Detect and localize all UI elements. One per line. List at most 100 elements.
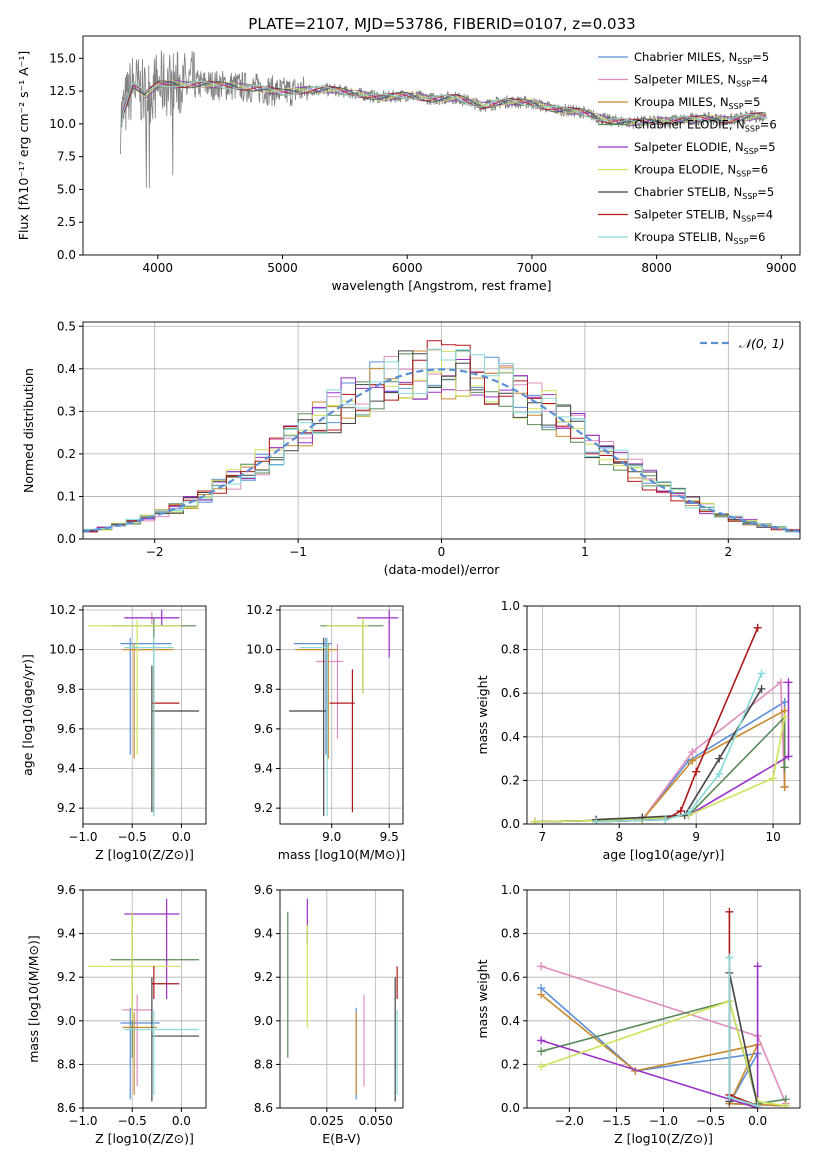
y-tick-label: 9.8: [57, 682, 76, 696]
y-tick-label: 0.4: [501, 730, 520, 744]
legend-label-main: Chabrier MILES, N: [634, 50, 737, 64]
y-tick-label: 12.5: [49, 84, 76, 98]
y-tick-label: 0.4: [57, 362, 76, 376]
weight-series-line: [534, 680, 786, 823]
y-tick-label: 0.0: [501, 1101, 520, 1115]
x-tick-label: 0.050: [358, 1114, 392, 1128]
legend-label: Chabrier MILES, NSSP=5: [634, 50, 769, 66]
legend-label: Kroupa STELIB, NSSP=6: [634, 230, 765, 246]
weight-point-marker: [753, 962, 762, 971]
normal-curve: [83, 368, 800, 533]
weight-series-line: [534, 717, 786, 823]
y-tick-label: 7.5: [57, 150, 76, 164]
legend-label-main: Salpeter STELIB, N: [634, 208, 741, 222]
panel-mass-vs-Z: −1.0 −0.5 0.0 8.6 8.8 9.0 9.2 9.4 9.6 Z [log10(Z/…: [26, 883, 207, 1146]
axes-front: −2.0 −1.5 −1.0 −0.5 0.0 0.0 0.2 0.4 0.6 0.8 1.0 Z […: [475, 883, 801, 1146]
axes-frame: [82, 889, 207, 1109]
axes-front: 0.025 0.050 8.6 8.8 9.0 9.2 9.4 9.6 E(B-V): [254, 883, 404, 1146]
weight-series-line: [534, 700, 786, 823]
x-tick-label: −0.5: [118, 1114, 147, 1128]
legend-label-sub: SSP: [729, 102, 744, 111]
legend-label-sub: SSP: [744, 147, 759, 156]
axes-frame: [82, 35, 801, 256]
y-tick-label: 10.2: [49, 603, 76, 617]
panel-age-vs-mass: 9.0 9.5 9.2 9.4 9.6 9.8 10.0 10.2 mass [log10(M/…: [246, 603, 405, 862]
y-tick-label: 9.4: [57, 762, 76, 776]
weight-point-marker: [530, 817, 539, 824]
x-axis-label: wavelength [Angstrom, rest frame]: [331, 278, 551, 293]
weight-series-line: [534, 709, 786, 823]
axes-frame: [82, 605, 207, 825]
y-tick-label: 8.8: [254, 1057, 273, 1071]
model-spectrum-line: [120, 80, 766, 125]
y-tick-label: 0.8: [501, 643, 520, 657]
x-axis-label: Z [log10(Z/Z⊙)]: [95, 1131, 194, 1146]
legend-label-suffix: =5: [757, 185, 774, 199]
y-tick-label: 1.0: [501, 599, 520, 613]
weight-series-line: [728, 972, 759, 1106]
x-tick-label: 9.5: [380, 830, 399, 844]
x-tick-label: −1.0: [68, 1114, 97, 1128]
legend-label-main: Chabrier ELODIE, N: [634, 118, 745, 132]
y-tick-label: 9.6: [57, 722, 76, 736]
x-tick-label: 7: [539, 830, 547, 844]
weight-point-marker: [776, 678, 785, 687]
weight-point-marker: [780, 782, 789, 791]
x-tick-label: −1.0: [649, 1114, 678, 1128]
legend-label: Kroupa MILES, NSSP=5: [634, 95, 760, 111]
x-tick-label: 2: [724, 545, 732, 559]
model-spectrum-line: [120, 80, 766, 126]
y-tick-label: 0.2: [501, 1057, 520, 1071]
y-tick-label: 10.0: [49, 117, 76, 131]
axes-front: −2 −1 0 1 2 0.0 0.1 0.2 0.3 0.4 0.5 (data-model)/er…: [21, 319, 801, 577]
y-tick-label: 0.8: [501, 927, 520, 941]
y-tick-label: 1.0: [501, 883, 520, 897]
y-tick-label: 0.2: [57, 447, 76, 461]
weight-point-marker: [537, 962, 546, 971]
legend-label: Salpeter STELIB, NSSP=4: [634, 208, 773, 224]
y-tick-label: 9.4: [254, 762, 273, 776]
weight-point-marker: [753, 1101, 762, 1108]
panel-mass-weight-vs-Z: −2.0 −1.5 −1.0 −0.5 0.0 0.0 0.2 0.4 0.6 0.8 1.0 Z […: [475, 883, 801, 1146]
x-tick-label: 0.025: [310, 1114, 344, 1128]
panel-spectrum: 4000 5000 6000 7000 8000 9000 0.0 2.5 5.0 7.5 10.0…: [16, 35, 801, 293]
weight-point-marker: [757, 684, 766, 693]
legend-label-sub: SSP: [736, 80, 751, 89]
legend-label-sub: SSP: [736, 170, 751, 179]
y-axis-label: Flux [fλ10⁻¹⁷ erg cm⁻² s⁻¹ A⁻¹]: [16, 51, 31, 240]
weight-point-marker: [781, 1101, 790, 1108]
weight-point-marker: [537, 1047, 546, 1056]
weight-series-line: [540, 966, 759, 1108]
x-tick-label: 0.0: [172, 830, 191, 844]
legend-label-main: Chabrier STELIB, N: [634, 185, 742, 199]
y-tick-label: 9.2: [57, 970, 76, 984]
x-tick-label: 1: [581, 545, 589, 559]
x-tick-label: 5000: [267, 261, 298, 275]
x-tick-label: −1: [289, 545, 307, 559]
x-tick-label: −0.5: [118, 830, 147, 844]
legend-label-suffix: =4: [756, 208, 773, 222]
y-axis-label: mass [log10(M/M⊙)]: [26, 935, 41, 1063]
legend-label-suffix: =6: [751, 163, 768, 177]
y-tick-label: 5.0: [57, 182, 76, 196]
x-tick-label: 10: [765, 830, 780, 844]
weight-point-marker: [780, 763, 789, 772]
y-tick-label: 0.1: [57, 489, 76, 503]
weight-point-marker: [784, 678, 793, 687]
weight-series-line: [596, 627, 759, 823]
histogram-step: [83, 348, 800, 539]
x-axis-label: age [log10(age/yr)]: [603, 847, 725, 862]
legend-label-suffix: =5: [759, 140, 776, 154]
y-axis-label: Normed distribution: [21, 368, 36, 493]
y-axis-label: mass weight: [475, 675, 490, 754]
legend-label: Chabrier ELODIE, NSSP=6: [634, 118, 777, 134]
legend-label: Kroupa ELODIE, NSSP=6: [634, 163, 768, 179]
y-tick-label: 8.6: [57, 1101, 76, 1115]
legend-label-suffix: =5: [752, 50, 769, 64]
axes-front: 4000 5000 6000 7000 8000 9000 0.0 2.5 5.0 7.5 10.0…: [16, 35, 801, 293]
weight-point-marker: [780, 713, 789, 722]
plot-area: [287, 898, 398, 1102]
legend-label: Salpeter MILES, NSSP=4: [634, 73, 768, 89]
weight-point-marker: [676, 806, 685, 815]
x-tick-label: 0: [438, 545, 446, 559]
